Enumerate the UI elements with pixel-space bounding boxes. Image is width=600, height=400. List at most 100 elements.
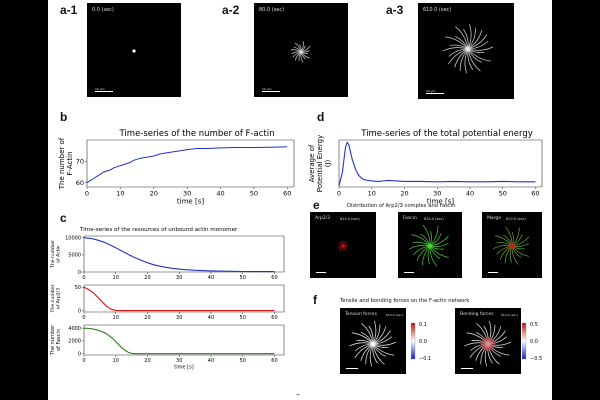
x-tick-label: 30 [176, 358, 182, 364]
filament [429, 245, 438, 267]
filament [411, 234, 431, 247]
panel-label-c: c [60, 211, 67, 225]
filament [372, 341, 397, 346]
x-tick-label: 20 [150, 190, 158, 198]
time-merge: 610.0 (sec) [506, 217, 526, 221]
y-tick-label: 60 [76, 179, 84, 187]
y-tick-label: 70 [76, 158, 84, 166]
aster-filaments [349, 320, 397, 367]
microscopy-image-a1: 0.0 (sec) 10 μm [87, 3, 181, 97]
chart-title: Time-series of the resources of unbound … [79, 227, 238, 233]
x-tick-label: 30 [176, 275, 182, 281]
filament [409, 244, 431, 250]
chart-title: Time-series of the total potential energ… [360, 129, 533, 139]
x-tick-label: 40 [216, 190, 224, 198]
x-tick-label: 40 [466, 190, 474, 198]
colorbar-tension: 0.1 0.0 −0.1 [411, 322, 431, 362]
x-tick-label: 40 [208, 275, 214, 281]
right-black-margin [552, 0, 600, 400]
filament [354, 343, 374, 359]
series-line [86, 146, 288, 184]
filament [349, 342, 374, 347]
scale-bar-e1 [316, 272, 326, 273]
scale-bar-e3 [488, 272, 498, 273]
series-line [338, 141, 536, 186]
x-tick-label: 20 [144, 315, 150, 321]
filament [429, 235, 449, 247]
x-tick-label: 30 [183, 190, 191, 198]
x-tick-label: 20 [144, 275, 150, 281]
y-axis-label: of Arp2/3 [55, 288, 61, 309]
label-fascin: Fascin [403, 216, 417, 221]
y-axis-label: The number [50, 240, 56, 269]
series-line [83, 237, 275, 273]
y-axis-label: Average of [308, 144, 316, 182]
filament [372, 343, 395, 356]
time-tension: 610.0 (sec) [386, 313, 403, 317]
y-tick-label: 2000 [68, 339, 81, 345]
chart-arp23: 0 10 20 30 40 50 60 0 50 The number of Arp2/3 [50, 284, 285, 321]
filament [464, 48, 469, 74]
y-tick-label: 0 [78, 351, 81, 357]
scale-bar-a3 [426, 93, 444, 94]
filament [422, 224, 431, 247]
x-tick-label: 60 [271, 315, 277, 321]
cb1-tick-mid: 0.0 [419, 339, 427, 345]
y-axis-label: The number [50, 284, 56, 313]
aster-core [465, 46, 471, 52]
y-axis-label: The number [50, 324, 56, 356]
filament [467, 34, 488, 50]
x-tick-label: 10 [368, 190, 376, 198]
filament [372, 343, 385, 365]
x-tick-label: 20 [144, 358, 150, 364]
left-black-margin [0, 0, 48, 400]
chart-potential-energy: Time-series of the total potential energ… [308, 129, 543, 206]
label-merge: Marge [487, 216, 502, 221]
filament [467, 29, 483, 50]
microscopy-image-a3: 610.0 (sec) 10 μm [418, 3, 514, 99]
filament [372, 330, 391, 345]
microscopy-tension: Tension forces 610.0 (sec) [340, 308, 406, 374]
y-axis-label: of Actin [55, 245, 61, 263]
chart-f-actin-count: Time-series of the number of F-actin 0 10 2… [58, 129, 295, 206]
filament [467, 24, 472, 50]
y-tick-label: 5000 [68, 253, 81, 259]
panel-f-title: Tensile and bonding forces on the F-acti… [340, 298, 470, 304]
x-tick-label: 10 [113, 358, 119, 364]
label-tension: Tension forces [345, 312, 377, 317]
time-fascin: 610.0 (sec) [424, 217, 444, 221]
x-tick-label: 50 [250, 190, 258, 198]
filament [416, 245, 431, 261]
filament [448, 48, 469, 65]
time-arp23: 610.0 (sec) [340, 217, 360, 221]
scale-label-a2: 10 μm [262, 87, 272, 91]
x-tick-label: 30 [176, 315, 182, 321]
aster-core [428, 244, 432, 248]
filament [467, 46, 494, 51]
x-tick-label: 0 [82, 315, 85, 321]
filament [467, 48, 491, 62]
filament [442, 47, 469, 52]
y-axis-label: of Fascin [56, 329, 62, 351]
x-tick-label: 40 [208, 358, 214, 364]
label-arp23: Arp2/3 [315, 216, 331, 221]
y-tick-label: 4000 [68, 326, 81, 332]
x-tick-label: 0 [82, 358, 85, 364]
chart-fascin: 0 10 20 30 40 50 60 0 2000 4000 time [s] The number… [50, 324, 285, 371]
filament [467, 48, 481, 72]
x-tick-label: 30 [433, 190, 441, 198]
page-marker: – [296, 390, 300, 399]
filament [351, 332, 374, 345]
y-tick-label: 0 [78, 270, 81, 276]
filament [372, 320, 377, 345]
aster-core [371, 342, 375, 346]
panel-label-e: e [313, 198, 320, 212]
timestamp-a2: 80.0 (sec) [259, 7, 285, 13]
x-tick-label: 60 [283, 190, 291, 198]
scale-label-a3: 10 μm [426, 89, 436, 93]
panel-label-a2: a-2 [222, 3, 240, 17]
y-axis-label: F-Actin [66, 151, 74, 175]
microscopy-arp23: Arp2/3 610.0 (sec) [310, 212, 376, 278]
panel-label-a3: a-3 [386, 3, 404, 17]
filament [372, 326, 387, 345]
